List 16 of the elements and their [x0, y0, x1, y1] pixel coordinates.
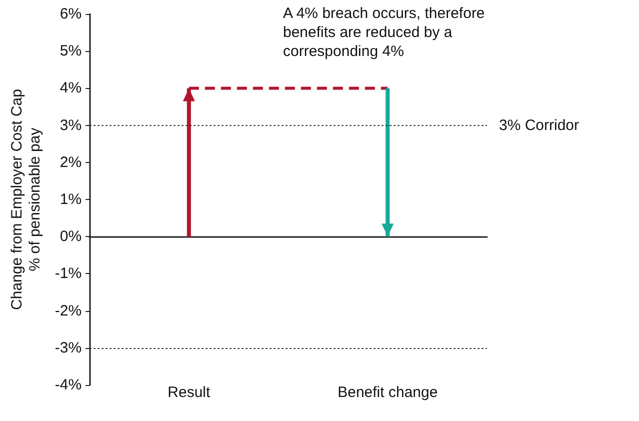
x-tick-label: Result: [168, 384, 212, 401]
y-tick-label: 5%: [60, 42, 82, 60]
y-axis-title: Change from Employer Cost Cap % of pensionable pay: [8, 89, 44, 310]
ref-line-label: 3% Corridor: [499, 116, 580, 134]
y-tick-label: 1%: [60, 191, 82, 208]
y-tick-label: -4%: [54, 376, 82, 394]
y-tick-label: -1%: [54, 265, 82, 282]
y-tick-label: 2%: [60, 154, 82, 171]
y-tick-label: 3%: [60, 116, 82, 134]
annotation: A 4% breach occurs, therefore benefits are reduced by a corresponding 4%: [283, 5, 489, 60]
x-tick-label: Benefit change: [338, 384, 438, 401]
y-tick-label: 0%: [60, 228, 82, 246]
y-tick-label: -3%: [54, 339, 82, 356]
y-tick-label: -2%: [54, 302, 82, 320]
y-tick-label: 6%: [60, 6, 82, 22]
y-tick-label: 4%: [60, 80, 82, 97]
